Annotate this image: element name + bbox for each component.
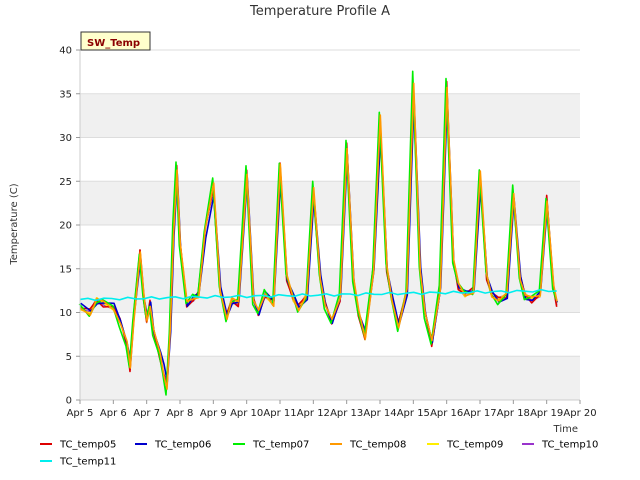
x-tick-label: Apr 20 — [563, 408, 596, 419]
legend-label: TC_temp05 — [59, 440, 116, 451]
ticks: Apr 5 Apr 6 Apr 7 Apr 8 Apr 9 Apr 10 Apr 11 Apr… — [59, 46, 596, 420]
tag-box — [80, 31, 151, 51]
series-layer — [78, 70, 559, 396]
x-tick-label: Apr 6 — [100, 408, 127, 419]
y-tick-label: 30 — [59, 133, 72, 144]
y-tick-label: 10 — [59, 308, 72, 319]
x-tick-label: Apr 8 — [167, 408, 194, 419]
x-tick-label: Apr 15 — [397, 408, 430, 419]
chart-title: Temperature Profile A — [249, 4, 390, 19]
x-tick-label: Apr 18 — [497, 408, 530, 419]
y-axis-label: Temperature (C) — [9, 183, 20, 265]
x-tick-label: Apr 11 — [263, 408, 296, 419]
tag-label: SW_Temp — [87, 38, 140, 49]
x-tick-label: Apr 7 — [133, 408, 160, 419]
y-tick-label: 40 — [59, 46, 72, 57]
legend-label: TC_temp08 — [349, 440, 406, 451]
x-tick-label: Apr 14 — [363, 408, 396, 419]
plot-band — [80, 268, 580, 313]
plot-band — [80, 356, 580, 400]
series-line-tc-temp11 — [79, 288, 557, 302]
grid — [80, 49, 580, 401]
x-tick-label: Apr 9 — [200, 408, 227, 419]
legend-label: TC_temp10 — [541, 440, 598, 451]
x-tick-label: Apr 17 — [463, 408, 496, 419]
series-line-tc-temp08 — [79, 82, 558, 390]
y-tick-label: 15 — [59, 264, 72, 275]
plot-band — [80, 93, 580, 138]
y-tick-label: 35 — [59, 89, 72, 100]
y-tick-label: 0 — [66, 396, 72, 407]
legend-label: TC_temp11 — [59, 457, 116, 468]
legend: TC_temp05 TC_temp06 TC_temp07 TC_temp08 TC_t… — [40, 440, 598, 468]
x-tick-label: Apr 16 — [430, 408, 463, 419]
legend-label: TC_temp06 — [154, 440, 211, 451]
y-tick-label: 5 — [66, 352, 72, 363]
y-tick-label: 20 — [59, 221, 72, 232]
sw-temp-tag: SW_Temp — [80, 31, 151, 51]
legend-label: TC_temp09 — [446, 440, 503, 451]
x-tick-label: Apr 19 — [530, 408, 563, 419]
y-tick-label: 25 — [59, 177, 72, 188]
x-tick-label: Apr 10 — [230, 408, 263, 419]
x-tick-label: Apr 5 — [67, 408, 94, 419]
legend-label: TC_temp07 — [252, 440, 309, 451]
x-tick-label: Apr 13 — [330, 408, 363, 419]
plot-band — [80, 181, 580, 225]
x-tick-label: Apr 12 — [297, 408, 330, 419]
x-axis-label: Time — [553, 424, 578, 435]
